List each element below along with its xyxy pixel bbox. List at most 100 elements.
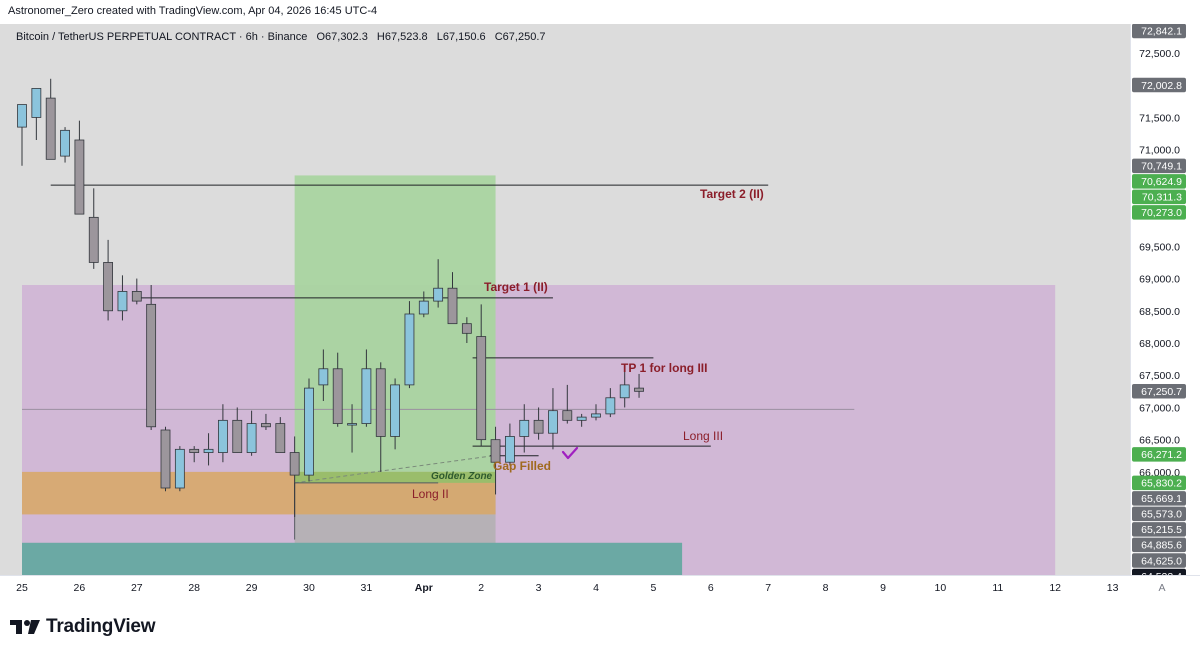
candle[interactable] xyxy=(490,426,501,495)
x-tick-label: 31 xyxy=(361,582,373,594)
candle-body-bull xyxy=(390,384,401,437)
y-tick-label: 67,000.0 xyxy=(1139,402,1180,414)
candle[interactable] xyxy=(461,317,472,343)
price-tag[interactable]: 70,311.3 xyxy=(1132,189,1186,205)
price-tag-bg xyxy=(1132,174,1186,189)
candle[interactable] xyxy=(332,352,343,427)
candle[interactable] xyxy=(189,446,200,463)
auto-scale-button[interactable]: A xyxy=(1158,582,1165,594)
candle[interactable] xyxy=(562,384,573,424)
candle[interactable] xyxy=(160,426,171,492)
price-tag[interactable]: 65,573.0 xyxy=(1132,506,1186,522)
candle[interactable] xyxy=(31,88,42,140)
candle-body-bear xyxy=(232,419,243,453)
candle[interactable] xyxy=(289,436,300,517)
price-tag[interactable]: 67,250.7 xyxy=(1132,384,1186,399)
label-target-2[interactable]: Target 2 (II) xyxy=(700,187,764,201)
candle[interactable] xyxy=(591,404,601,421)
price-tag-text: 64,625.0 xyxy=(1141,555,1182,567)
candle-body-bear xyxy=(275,423,286,453)
candle[interactable] xyxy=(404,301,415,389)
time-axis[interactable] xyxy=(0,575,1200,600)
candle-body-bull xyxy=(117,291,128,312)
candle[interactable] xyxy=(203,433,214,466)
candle[interactable] xyxy=(318,349,329,401)
price-tag-text: 70,749.1 xyxy=(1141,161,1182,173)
candle[interactable] xyxy=(117,275,128,321)
candle[interactable] xyxy=(131,278,142,305)
candle[interactable] xyxy=(433,259,444,308)
candle-body-bear xyxy=(189,448,200,453)
price-tag-text: 65,830.2 xyxy=(1141,478,1182,490)
symbol-legend[interactable]: Bitcoin / TetherUS PERPETUAL CONTRACT · … xyxy=(16,31,552,43)
label-target-1[interactable]: Target 1 (II) xyxy=(484,280,548,294)
candle[interactable] xyxy=(361,349,372,427)
candle[interactable] xyxy=(548,388,558,450)
price-tag[interactable]: 72,002.8 xyxy=(1132,77,1186,93)
label-golden-zone[interactable]: Golden Zone xyxy=(431,471,493,482)
x-tick-label: 27 xyxy=(131,582,143,594)
candle-body-bear xyxy=(476,336,487,441)
candle[interactable] xyxy=(217,404,228,463)
price-tag-text: 70,624.9 xyxy=(1141,176,1182,188)
candle[interactable] xyxy=(634,373,644,398)
candle[interactable] xyxy=(605,388,616,418)
price-tag[interactable]: 70,624.9 xyxy=(1132,174,1186,189)
price-tag[interactable]: 65,669.1 xyxy=(1132,491,1186,506)
candle[interactable] xyxy=(533,407,544,440)
candle[interactable] xyxy=(146,285,157,430)
candle[interactable] xyxy=(232,407,243,453)
candle[interactable] xyxy=(519,404,530,453)
candle[interactable] xyxy=(88,188,99,269)
x-tick-label: 10 xyxy=(935,582,947,594)
tradingview-logo-text: TradingView xyxy=(46,616,156,637)
candle-body-bull xyxy=(246,423,257,453)
candle[interactable] xyxy=(375,362,386,472)
candle-body-bear xyxy=(103,262,113,312)
candle-body-bull xyxy=(504,436,515,463)
symbol-name[interactable]: Bitcoin / TetherUS PERPETUAL CONTRACT · … xyxy=(16,31,308,43)
label-long-ii[interactable]: Long II xyxy=(412,487,449,501)
y-tick-label: 68,500.0 xyxy=(1139,306,1180,318)
candle-body-bull xyxy=(591,413,601,418)
candle[interactable] xyxy=(45,78,56,160)
price-tag[interactable]: 72,842.1 xyxy=(1132,23,1186,39)
price-tag[interactable]: 64,885.6 xyxy=(1132,537,1186,553)
candle[interactable] xyxy=(304,378,314,482)
price-tag[interactable]: 65,215.5 xyxy=(1132,522,1186,537)
candle[interactable] xyxy=(17,104,27,166)
candle[interactable] xyxy=(174,446,185,492)
candle[interactable] xyxy=(60,127,70,163)
label-long-iii[interactable]: Long III xyxy=(683,429,723,443)
candle[interactable] xyxy=(103,239,113,321)
tradingview-logo-icon xyxy=(10,620,40,634)
candle[interactable] xyxy=(504,423,515,466)
x-tick-label: 3 xyxy=(536,582,542,594)
label-tp1-long-iii[interactable]: TP 1 for long III xyxy=(621,361,707,375)
candle[interactable] xyxy=(619,372,630,408)
price-tag[interactable]: 70,749.1 xyxy=(1132,158,1186,174)
price-tag[interactable]: 66,271.2 xyxy=(1132,447,1186,462)
price-tag-bg xyxy=(1132,553,1186,568)
candle-body-bull xyxy=(60,129,70,157)
label-gap-filled[interactable]: Gap Filled xyxy=(493,459,551,473)
price-tag-bg xyxy=(1132,522,1186,537)
price-tag[interactable]: 64,625.0 xyxy=(1132,553,1186,568)
candle[interactable] xyxy=(576,413,587,427)
candle[interactable] xyxy=(74,120,85,215)
candle[interactable] xyxy=(246,410,257,456)
candle[interactable] xyxy=(347,404,357,453)
candle[interactable] xyxy=(275,417,286,453)
candle[interactable] xyxy=(261,413,271,430)
candle[interactable] xyxy=(390,378,401,450)
tradingview-logo[interactable]: TradingView xyxy=(10,614,156,640)
price-tag[interactable]: 70,273.0 xyxy=(1132,205,1186,220)
candle[interactable] xyxy=(447,272,458,325)
support-teal-zone[interactable] xyxy=(22,542,683,575)
price-tag-bg xyxy=(1132,537,1186,553)
checkmark-icon xyxy=(561,446,579,460)
candle[interactable] xyxy=(476,304,487,447)
price-tag[interactable]: 65,830.2 xyxy=(1132,475,1186,491)
candle[interactable] xyxy=(418,291,429,318)
